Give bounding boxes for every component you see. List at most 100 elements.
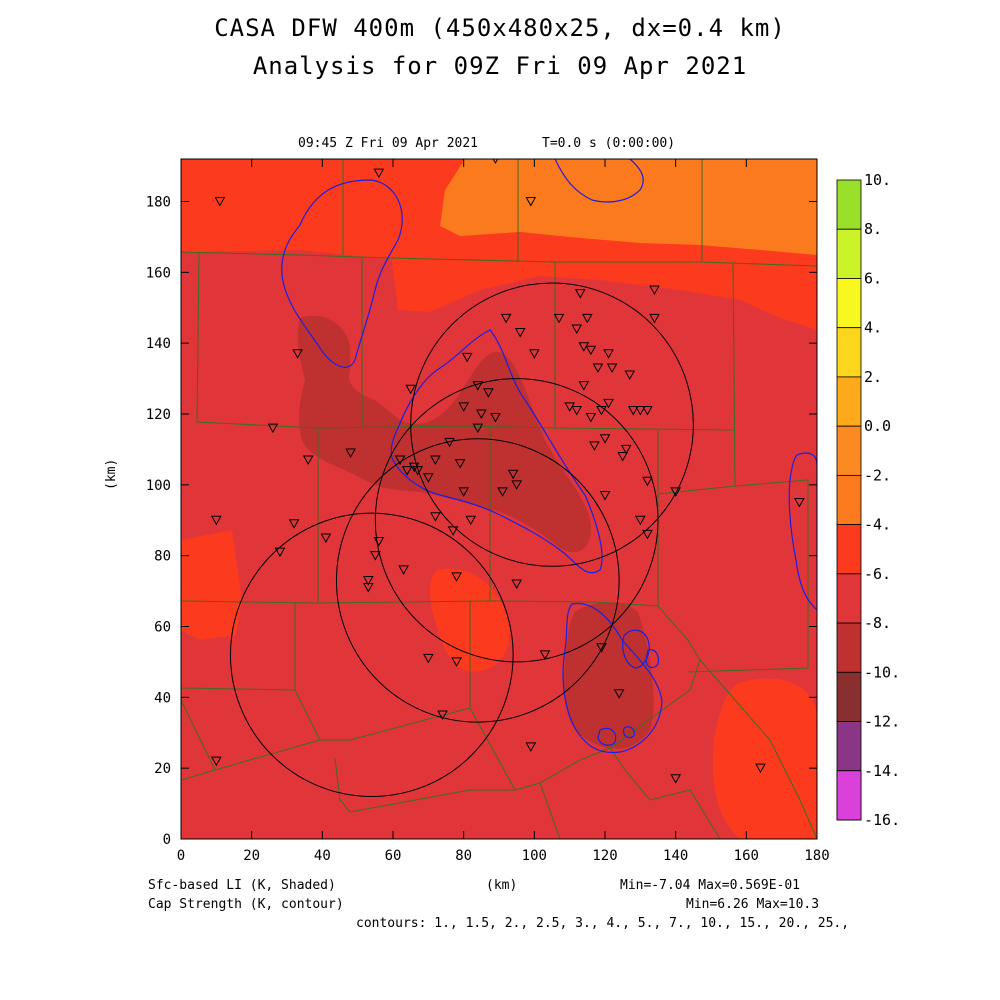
station-marker <box>475 409 487 420</box>
station-marker <box>345 448 356 458</box>
y-tick-label: 180 <box>146 195 171 211</box>
shaded-field-label: Sfc-based LI (K, Shaded) <box>148 878 336 893</box>
station-marker <box>670 774 682 784</box>
station-marker <box>369 551 381 561</box>
station-marker <box>422 473 434 483</box>
station-marker <box>525 197 537 207</box>
radar-ring <box>229 512 514 797</box>
station-markers <box>210 159 805 784</box>
station-marker <box>472 423 484 434</box>
station-marker <box>483 388 494 398</box>
shaded-stats: Min=-7.04 Max=0.569E-01 <box>620 878 801 893</box>
y-tick-label: 60 <box>154 620 171 636</box>
station-marker <box>412 466 424 476</box>
y-axis-label: (km) <box>104 458 119 490</box>
station-marker <box>267 423 279 434</box>
station-marker <box>649 285 660 296</box>
station-marker <box>634 405 646 416</box>
station-marker <box>592 363 604 373</box>
station-marker <box>553 313 565 324</box>
y-tick-label: 120 <box>146 407 171 423</box>
station-marker <box>589 441 600 451</box>
station-marker <box>613 689 625 699</box>
station-marker <box>302 455 314 466</box>
x-axis-label: (km) <box>486 878 518 893</box>
station-marker <box>210 515 222 526</box>
contour-stats: Min=6.26 Max=10.3 <box>686 897 820 912</box>
station-marker <box>642 476 653 487</box>
y-tick-label: 160 <box>146 265 171 281</box>
model-time: T=0.0 s (0:00:00) <box>542 136 676 151</box>
station-marker <box>458 402 470 412</box>
station-marker <box>574 289 586 299</box>
y-tick-label: 20 <box>154 761 171 777</box>
station-marker <box>528 349 540 359</box>
station-marker <box>447 526 459 536</box>
x-tick-label: 60 <box>385 848 402 864</box>
station-marker <box>430 455 441 466</box>
y-tick-label: 0 <box>163 832 171 848</box>
station-marker <box>539 650 551 660</box>
page-title: CASA DFW 400m (450x480x25, dx=0.4 km) <box>214 14 786 42</box>
station-marker <box>394 455 406 466</box>
valid-time: 09:45 Z Fri 09 Apr 2021 <box>298 136 479 151</box>
station-marker <box>373 537 385 547</box>
station-marker <box>398 565 409 575</box>
station-marker <box>401 466 413 476</box>
plot-frame <box>180 158 818 840</box>
station-marker <box>525 742 537 752</box>
station-marker <box>649 313 660 324</box>
station-marker <box>755 763 766 774</box>
station-marker <box>362 583 374 593</box>
station-marker <box>210 756 222 767</box>
station-marker <box>642 405 653 416</box>
station-marker <box>578 381 590 391</box>
station-marker <box>585 413 597 423</box>
station-marker <box>437 710 448 721</box>
station-marker <box>507 469 519 480</box>
y-tick-label: 80 <box>154 549 171 565</box>
x-tick-label: 80 <box>455 848 472 864</box>
contour-levels: contours: 1., 1.5, 2., 2.5, 3., 4., 5., … <box>356 916 850 931</box>
station-marker <box>599 490 611 501</box>
x-axis: 0 20 40 60 80 100 120 140 160 180 <box>177 159 830 864</box>
station-marker <box>585 345 597 356</box>
station-marker <box>292 349 303 359</box>
x-tick-label: 20 <box>243 848 260 864</box>
x-tick-label: 100 <box>522 848 547 864</box>
station-marker <box>596 643 607 653</box>
radar-ring <box>410 282 694 567</box>
station-marker <box>274 547 286 558</box>
station-marker <box>603 349 614 359</box>
station-marker <box>373 168 385 179</box>
radar-ring <box>374 378 659 663</box>
station-marker <box>642 529 653 540</box>
page-subtitle: Analysis for 09Z Fri 09 Apr 2021 <box>252 52 748 80</box>
station-marker <box>497 487 508 497</box>
station-marker <box>461 352 473 363</box>
station-marker <box>444 437 455 448</box>
station-marker <box>514 328 526 338</box>
station-marker <box>490 413 501 423</box>
station-marker <box>430 512 441 522</box>
station-marker <box>571 324 583 335</box>
y-tick-label: 100 <box>146 478 171 494</box>
station-marker <box>627 405 639 416</box>
cap-strength-contours <box>281 159 817 754</box>
x-tick-label: 180 <box>804 848 829 864</box>
x-tick-label: 40 <box>314 848 331 864</box>
y-axis: 0 20 40 60 80 100 120 140 160 180 <box>146 195 817 848</box>
station-marker <box>596 405 607 416</box>
station-marker <box>606 363 618 373</box>
station-marker <box>634 515 646 526</box>
contour-field-label: Cap Strength (K, contour) <box>148 897 344 912</box>
station-marker <box>670 487 682 497</box>
station-marker <box>214 197 226 207</box>
station-marker <box>571 405 583 416</box>
station-marker <box>405 384 417 395</box>
station-marker <box>617 452 629 462</box>
station-marker <box>472 381 484 391</box>
station-marker <box>320 533 332 543</box>
station-marker <box>362 575 374 586</box>
